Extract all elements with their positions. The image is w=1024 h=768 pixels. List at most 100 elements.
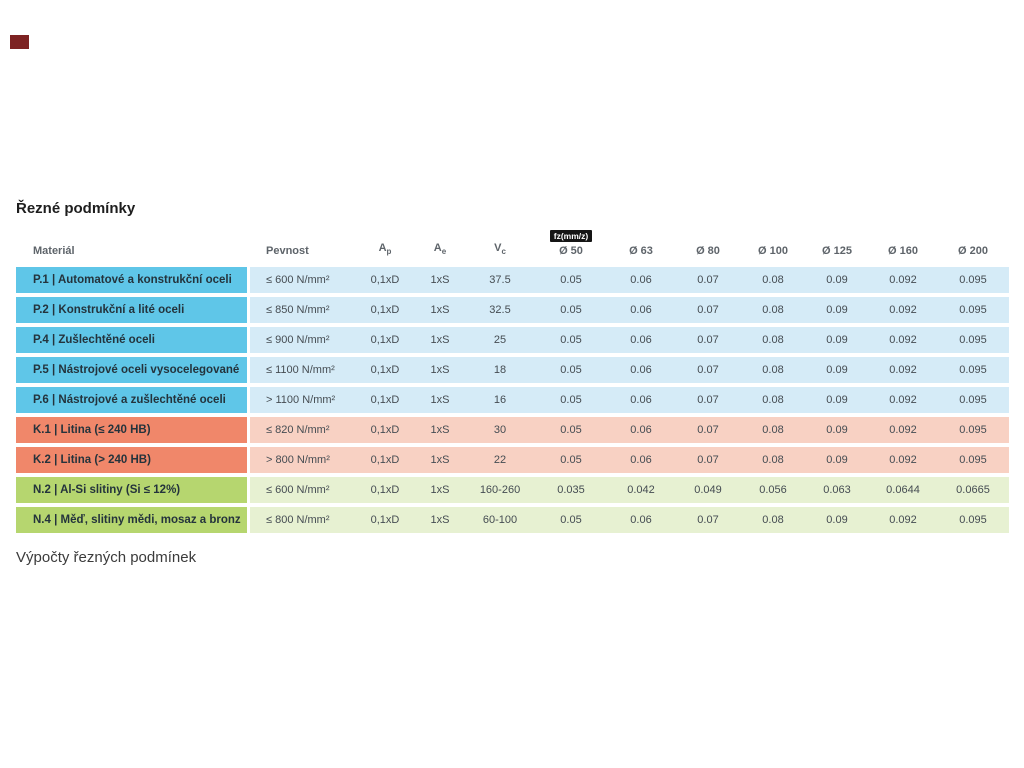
fz-d200-cell: 0.095 — [937, 327, 1009, 353]
fz-d125-cell: 0.063 — [805, 477, 869, 503]
table-row[interactable]: P.2 | Konstrukční a lité oceli ≤ 850 N/m… — [16, 297, 1009, 323]
fz-d125-cell: 0.09 — [805, 267, 869, 293]
fz-d160-cell: 0.092 — [869, 297, 937, 323]
fz-d50-cell: 0.05 — [535, 507, 607, 533]
ap-cell: 0,1xD — [355, 387, 415, 413]
fz-d160-cell: 0.092 — [869, 447, 937, 473]
ae-cell: 1xS — [415, 447, 465, 473]
ae-cell: 1xS — [415, 417, 465, 443]
col-header-d125: Ø 125 — [822, 245, 852, 257]
fz-d80-cell: 0.07 — [675, 357, 741, 383]
fz-d160-cell: 0.092 — [869, 507, 937, 533]
table-row[interactable]: P.6 | Nástrojové a zušlechtěné oceli > 1… — [16, 387, 1009, 413]
fz-d63-cell: 0.06 — [607, 357, 675, 383]
material-cell: N.2 | Al-Si slitiny (Si ≤ 12%) — [16, 477, 250, 503]
vc-cell: 32.5 — [465, 297, 535, 323]
fz-d200-cell: 0.095 — [937, 447, 1009, 473]
fz-d80-cell: 0.049 — [675, 477, 741, 503]
col-header-d100: Ø 100 — [758, 245, 788, 257]
pevnost-cell: ≤ 600 N/mm² — [250, 267, 355, 293]
col-header-d160: Ø 160 — [888, 245, 918, 257]
ae-cell: 1xS — [415, 327, 465, 353]
fz-d160-cell: 0.092 — [869, 387, 937, 413]
table-row[interactable]: P.5 | Nástrojové oceli vysocelegované ≤ … — [16, 357, 1009, 383]
fz-d100-cell: 0.08 — [741, 357, 805, 383]
vc-cell: 18 — [465, 357, 535, 383]
fz-d200-cell: 0.095 — [937, 357, 1009, 383]
fz-d200-cell: 0.0665 — [937, 477, 1009, 503]
fz-d160-cell: 0.092 — [869, 327, 937, 353]
pevnost-cell: ≤ 820 N/mm² — [250, 417, 355, 443]
fz-d125-cell: 0.09 — [805, 387, 869, 413]
pevnost-cell: > 800 N/mm² — [250, 447, 355, 473]
table-row[interactable]: K.2 | Litina (> 240 HB) > 800 N/mm² 0,1x… — [16, 447, 1009, 473]
vc-cell: 16 — [465, 387, 535, 413]
ap-cell: 0,1xD — [355, 417, 415, 443]
vc-cell: 160-260 — [465, 477, 535, 503]
col-header-ap: Ap — [378, 241, 392, 256]
fz-d63-cell: 0.042 — [607, 477, 675, 503]
pevnost-cell: ≤ 800 N/mm² — [250, 507, 355, 533]
table-row[interactable]: N.2 | Al-Si slitiny (Si ≤ 12%) ≤ 600 N/m… — [16, 477, 1009, 503]
ap-cell: 0,1xD — [355, 327, 415, 353]
fz-d63-cell: 0.06 — [607, 447, 675, 473]
fz-d50-cell: 0.05 — [535, 387, 607, 413]
fz-d63-cell: 0.06 — [607, 267, 675, 293]
ae-cell: 1xS — [415, 387, 465, 413]
material-cell: K.1 | Litina (≤ 240 HB) — [16, 417, 250, 443]
fz-d100-cell: 0.08 — [741, 267, 805, 293]
pevnost-cell: ≤ 900 N/mm² — [250, 327, 355, 353]
ae-cell: 1xS — [415, 477, 465, 503]
ae-cell: 1xS — [415, 507, 465, 533]
fz-d80-cell: 0.07 — [675, 297, 741, 323]
table-row[interactable]: P.4 | Zušlechtěné oceli ≤ 900 N/mm² 0,1x… — [16, 327, 1009, 353]
table-header-row: Materiál Pevnost Ap Ae Vc fz(mm/z) Ø 50 … — [16, 224, 1009, 262]
fz-d200-cell: 0.095 — [937, 387, 1009, 413]
fz-d80-cell: 0.07 — [675, 507, 741, 533]
d50-label: Ø 50 — [559, 245, 583, 257]
fz-d50-cell: 0.05 — [535, 297, 607, 323]
fz-d63-cell: 0.06 — [607, 297, 675, 323]
material-cell: P.1 | Automatové a konstrukční oceli — [16, 267, 250, 293]
fz-d50-cell: 0.05 — [535, 447, 607, 473]
table-row[interactable]: K.1 | Litina (≤ 240 HB) ≤ 820 N/mm² 0,1x… — [16, 417, 1009, 443]
fz-d125-cell: 0.09 — [805, 357, 869, 383]
table-row[interactable]: P.1 | Automatové a konstrukční oceli ≤ 6… — [16, 267, 1009, 293]
fz-d100-cell: 0.08 — [741, 387, 805, 413]
fz-d100-cell: 0.08 — [741, 417, 805, 443]
fz-d50-cell: 0.05 — [535, 267, 607, 293]
brand-accent-mark — [10, 35, 29, 49]
fz-d160-cell: 0.092 — [869, 357, 937, 383]
vc-cell: 25 — [465, 327, 535, 353]
pevnost-cell: ≤ 600 N/mm² — [250, 477, 355, 503]
fz-d100-cell: 0.08 — [741, 447, 805, 473]
table-body: P.1 | Automatové a konstrukční oceli ≤ 6… — [16, 267, 1009, 533]
footer-link[interactable]: Výpočty řezných podmínek — [16, 549, 197, 566]
fz-d63-cell: 0.06 — [607, 417, 675, 443]
fz-d50-cell: 0.05 — [535, 417, 607, 443]
fz-d80-cell: 0.07 — [675, 387, 741, 413]
material-cell: P.4 | Zušlechtěné oceli — [16, 327, 250, 353]
col-header-d80: Ø 80 — [696, 245, 720, 257]
cutting-conditions-table: Materiál Pevnost Ap Ae Vc fz(mm/z) Ø 50 … — [16, 224, 1009, 537]
ap-cell: 0,1xD — [355, 297, 415, 323]
fz-d63-cell: 0.06 — [607, 387, 675, 413]
table-row[interactable]: N.4 | Měď, slitiny mědi, mosaz a bronz ≤… — [16, 507, 1009, 533]
vc-cell: 22 — [465, 447, 535, 473]
fz-d100-cell: 0.08 — [741, 327, 805, 353]
page-title: Řezné podmínky — [16, 200, 136, 217]
material-cell: P.6 | Nástrojové a zušlechtěné oceli — [16, 387, 250, 413]
ap-cell: 0,1xD — [355, 357, 415, 383]
fz-d50-cell: 0.05 — [535, 357, 607, 383]
ap-cell: 0,1xD — [355, 447, 415, 473]
ae-cell: 1xS — [415, 357, 465, 383]
fz-d160-cell: 0.092 — [869, 417, 937, 443]
vc-cell: 60-100 — [465, 507, 535, 533]
fz-d100-cell: 0.056 — [741, 477, 805, 503]
material-cell: P.5 | Nástrojové oceli vysocelegované — [16, 357, 250, 383]
fz-d80-cell: 0.07 — [675, 447, 741, 473]
fz-d80-cell: 0.07 — [675, 267, 741, 293]
pevnost-cell: > 1100 N/mm² — [250, 387, 355, 413]
col-header-vc: Vc — [494, 241, 506, 256]
pevnost-cell: ≤ 1100 N/mm² — [250, 357, 355, 383]
